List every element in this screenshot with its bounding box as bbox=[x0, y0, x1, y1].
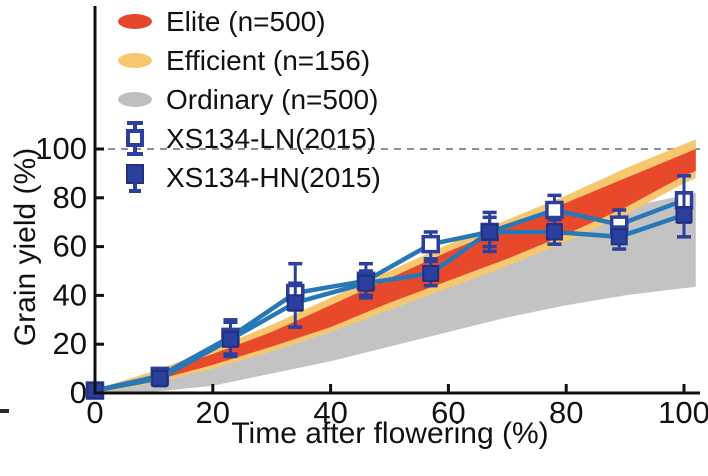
ordinary-band-swatch bbox=[110, 92, 160, 107]
y-axis-title: Grain yield (%) bbox=[9, 147, 42, 347]
legend-item-xs134-hn: XS134-HN(2015) bbox=[110, 158, 381, 197]
x-tick-label: 100 bbox=[658, 395, 708, 430]
open-square-marker bbox=[421, 234, 440, 254]
efficient-band-swatch bbox=[110, 53, 160, 68]
series-line-xs134-hn-2015- bbox=[94, 212, 685, 393]
filled-square-marker bbox=[545, 223, 563, 241]
y-tick-label: 100 bbox=[35, 131, 87, 166]
legend-label-xs134-hn: XS134-HN(2015) bbox=[166, 161, 381, 193]
x-tick-label: 20 bbox=[196, 395, 230, 430]
crop-artifact-dash bbox=[0, 409, 9, 413]
y-tick-label: 60 bbox=[53, 229, 87, 264]
legend-item-elite: Elite (n=500) bbox=[110, 2, 381, 41]
legend-label-ordinary: Ordinary (n=500) bbox=[166, 83, 379, 115]
legend-label-efficient: Efficient (n=156) bbox=[166, 44, 371, 76]
open-square-errorbar-icon bbox=[110, 120, 160, 157]
x-tick-label: 40 bbox=[313, 395, 347, 430]
filled-square-marker bbox=[675, 206, 693, 224]
legend-label-elite: Elite (n=500) bbox=[166, 5, 326, 37]
filled-square-marker bbox=[221, 330, 239, 348]
open-square-marker bbox=[545, 200, 564, 220]
filled-square-marker bbox=[151, 369, 169, 387]
legend-label-xs134-ln: XS134-LN(2015) bbox=[166, 122, 377, 154]
legend: Elite (n=500) Efficient (n=156) Ordinary… bbox=[110, 2, 381, 197]
filled-square-marker bbox=[422, 264, 440, 282]
filled-square-errorbar-icon bbox=[110, 161, 160, 195]
elite-band-swatch bbox=[110, 14, 160, 29]
filled-square-marker bbox=[286, 294, 304, 312]
y-tick-label: 20 bbox=[53, 326, 87, 361]
y-tick-label: 40 bbox=[53, 277, 87, 312]
band-efficient bbox=[95, 139, 696, 393]
filled-square-marker bbox=[610, 228, 628, 246]
x-axis-title: Time after flowering (%) bbox=[231, 417, 549, 450]
filled-square-marker bbox=[357, 274, 375, 292]
x-tick-label: 0 bbox=[86, 395, 103, 430]
x-tick-label: 80 bbox=[549, 395, 583, 430]
legend-item-efficient: Efficient (n=156) bbox=[110, 41, 381, 80]
x-tick-label: 60 bbox=[431, 395, 465, 430]
legend-item-ordinary: Ordinary (n=500) bbox=[110, 80, 381, 119]
legend-item-xs134-ln: XS134-LN(2015) bbox=[110, 119, 381, 158]
y-tick-label: 80 bbox=[53, 180, 87, 215]
filled-square-marker bbox=[481, 223, 499, 241]
y-tick-label: 0 bbox=[70, 375, 87, 410]
